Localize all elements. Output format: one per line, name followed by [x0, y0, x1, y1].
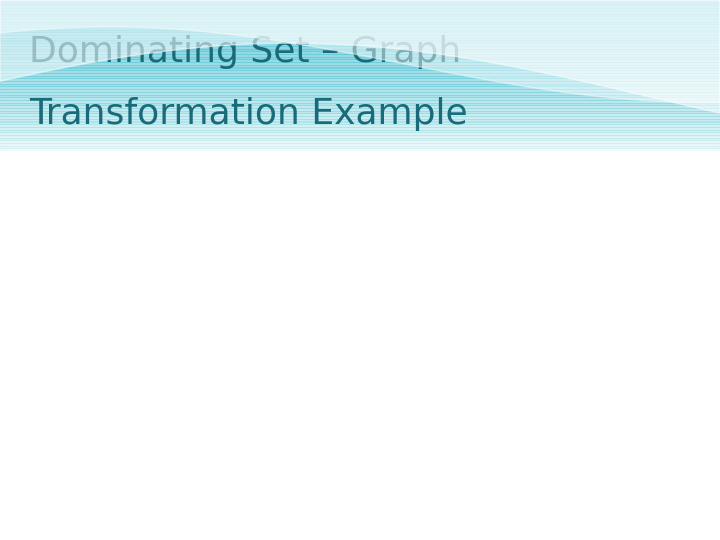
Text: z: z: [418, 312, 428, 330]
Text: zu: zu: [510, 353, 531, 370]
Circle shape: [384, 239, 416, 262]
Text: w: w: [610, 185, 626, 202]
Circle shape: [448, 205, 480, 229]
Circle shape: [624, 239, 656, 262]
Text: Transformation Example: Transformation Example: [29, 97, 467, 131]
Circle shape: [561, 205, 593, 229]
Text: vw: vw: [507, 147, 534, 165]
Circle shape: [448, 281, 480, 305]
Circle shape: [110, 291, 142, 314]
Circle shape: [505, 172, 536, 196]
Text: vu: vu: [538, 241, 560, 259]
Text: 34: 34: [685, 516, 702, 530]
Text: z: z: [78, 326, 88, 344]
Text: vz: vz: [340, 241, 360, 259]
Circle shape: [490, 239, 521, 262]
Text: u: u: [307, 326, 319, 344]
Text: u: u: [612, 312, 624, 330]
Circle shape: [254, 183, 286, 206]
Text: wu: wu: [677, 241, 704, 259]
Text: v: v: [77, 158, 89, 177]
Circle shape: [505, 319, 536, 342]
Circle shape: [561, 281, 593, 305]
Circle shape: [254, 291, 286, 314]
Text: G’: G’: [505, 474, 531, 498]
Circle shape: [110, 183, 142, 206]
Text: G: G: [189, 474, 207, 498]
Text: w: w: [305, 158, 321, 177]
Text: Dominating Set – Graph: Dominating Set – Graph: [29, 35, 461, 69]
Text: v: v: [417, 185, 428, 202]
